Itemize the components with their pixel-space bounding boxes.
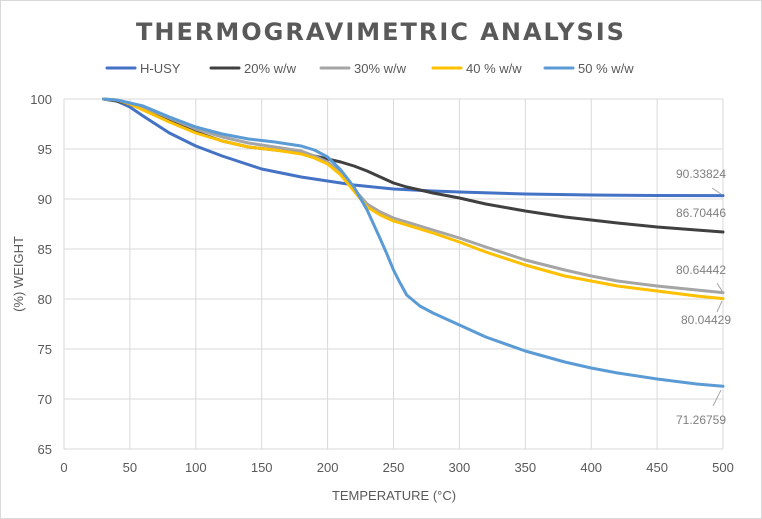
legend: H-USY 20% w/w 30% w/w 40 % w/w 50 % w/w xyxy=(105,61,634,76)
data-label-leader xyxy=(716,300,723,313)
gridlines xyxy=(63,98,724,450)
legend-label: 50 % w/w xyxy=(578,61,634,76)
x-tick-label: 350 xyxy=(514,460,536,475)
data-label-leader xyxy=(712,389,722,407)
data-label-1: 86.70446 xyxy=(676,206,726,220)
data-label-0: 90.33824 xyxy=(676,167,726,181)
x-tick-label: 200 xyxy=(317,460,339,475)
legend-label: H-USY xyxy=(140,61,181,76)
data-label-leader xyxy=(711,187,722,195)
y-tick-label: 80 xyxy=(38,292,52,307)
legend-label: 40 % w/w xyxy=(466,61,522,76)
series-line-1 xyxy=(102,97,725,234)
y-tick-label: 100 xyxy=(30,92,52,107)
x-tick-label: 450 xyxy=(646,460,668,475)
legend-label: 20% w/w xyxy=(244,61,297,76)
y-tick-label: 75 xyxy=(38,342,52,357)
x-tick-label: 500 xyxy=(712,460,734,475)
y-tick-label: 85 xyxy=(38,242,52,257)
data-labels: 90.33824 86.70446 80.64442 80.04429 71.26759 xyxy=(676,167,731,427)
y-tick-label: 65 xyxy=(38,442,52,457)
x-tick-label: 100 xyxy=(185,460,207,475)
data-label-3: 80.04429 xyxy=(681,313,731,327)
series-line-0 xyxy=(102,97,725,198)
y-tick-label: 95 xyxy=(38,142,52,157)
data-label-4: 71.26759 xyxy=(676,413,726,427)
x-tick-label: 50 xyxy=(123,460,137,475)
legend-label: 30% w/w xyxy=(354,61,407,76)
data-label-2: 80.64442 xyxy=(676,263,726,277)
x-tick-label: 250 xyxy=(383,460,405,475)
y-tick-label: 90 xyxy=(38,192,52,207)
tick-labels: 65 70 75 80 85 90 95 100 0 50 100 150 200 250 300 350 40… xyxy=(30,92,734,475)
series-line-4 xyxy=(102,97,725,388)
x-tick-label: 300 xyxy=(449,460,471,475)
x-tick-label: 150 xyxy=(251,460,273,475)
x-axis-label: TEMPERATURE (°C) xyxy=(332,488,456,503)
y-axis-label: (%) WEIGHT xyxy=(11,236,26,312)
data-label-leader xyxy=(716,282,723,292)
x-tick-label: 0 xyxy=(60,460,67,475)
chart-title: THERMOGRAVIMETRIC ANALYSIS xyxy=(136,18,626,46)
y-tick-label: 70 xyxy=(38,392,52,407)
x-tick-label: 400 xyxy=(580,460,602,475)
series-lines xyxy=(102,97,725,388)
